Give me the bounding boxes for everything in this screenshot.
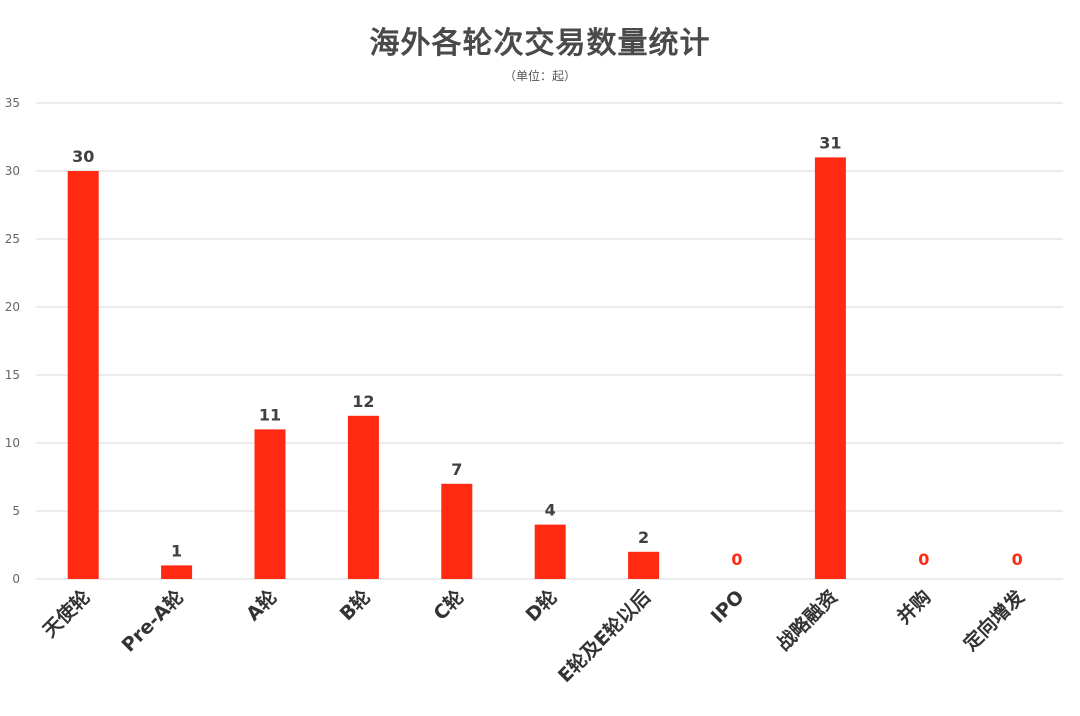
x-tick-label: 定向增发 xyxy=(959,585,1030,656)
bar xyxy=(441,483,473,579)
data-label: 0 xyxy=(918,550,929,569)
y-axis-ticks: 0 5 10 15 20 25 30 35 xyxy=(5,96,20,586)
data-label: 31 xyxy=(819,133,841,152)
data-label: 0 xyxy=(1012,550,1023,569)
x-tick-label: B轮 xyxy=(335,585,375,625)
x-tick-label: 天使轮 xyxy=(38,585,95,642)
bar xyxy=(254,429,286,579)
y-tick-label: 25 xyxy=(5,232,20,246)
y-tick-label: 15 xyxy=(5,368,20,382)
x-tick-label: Pre-A轮 xyxy=(117,585,188,656)
bar xyxy=(814,157,846,579)
y-tick-label: 20 xyxy=(5,300,20,314)
data-label: 0 xyxy=(731,550,742,569)
bar xyxy=(161,565,193,579)
chart-title: 海外各轮次交易数量统计 xyxy=(369,26,711,61)
chart-subtitle: （单位：起） xyxy=(503,69,576,83)
y-tick-label: 10 xyxy=(5,436,20,450)
y-tick-label: 30 xyxy=(5,164,20,178)
x-tick-label: IPO xyxy=(707,586,749,628)
data-label: 2 xyxy=(638,528,649,547)
x-tick-label: E轮及E轮以后 xyxy=(553,585,655,687)
data-label: 4 xyxy=(545,501,556,520)
bars xyxy=(67,157,846,579)
y-tick-label: 35 xyxy=(5,96,20,110)
data-label: 1 xyxy=(171,541,182,560)
y-tick-label: 0 xyxy=(12,572,20,586)
x-tick-label: A轮 xyxy=(241,585,281,625)
bar xyxy=(628,551,660,579)
x-tick-label: 战略融资 xyxy=(772,585,842,655)
data-label: 12 xyxy=(352,392,374,411)
x-tick-label: D轮 xyxy=(521,585,562,626)
data-label: 11 xyxy=(259,405,281,424)
data-label: 30 xyxy=(72,147,94,166)
bar xyxy=(67,171,99,579)
x-tick-label: C轮 xyxy=(429,585,469,625)
y-tick-label: 5 xyxy=(12,504,20,518)
bar xyxy=(534,524,566,579)
x-tick-label: 并购 xyxy=(892,585,935,628)
bar xyxy=(347,415,379,579)
data-label: 7 xyxy=(451,460,462,479)
